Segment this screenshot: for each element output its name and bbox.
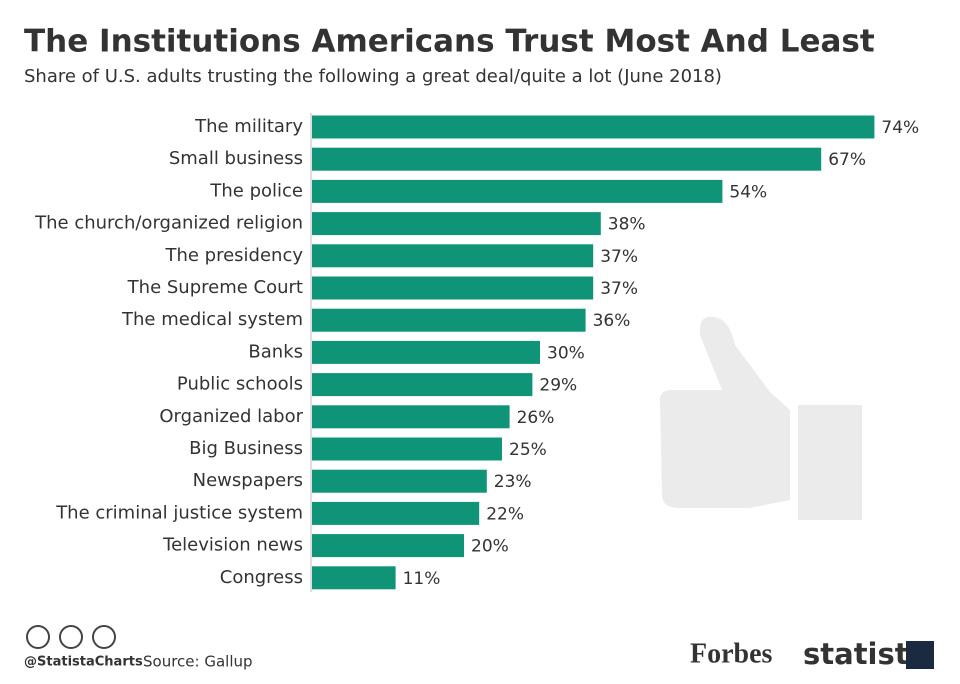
category-label: The police (209, 180, 303, 201)
category-label: The Supreme Court (127, 277, 303, 298)
statista-mark (906, 641, 934, 669)
bar (312, 405, 510, 429)
bar (312, 469, 487, 493)
value-label: 30% (547, 343, 585, 363)
value-label: 20% (471, 537, 509, 557)
bar (312, 115, 875, 139)
category-label: The presidency (164, 245, 303, 266)
bar (312, 212, 601, 236)
value-label: 38% (608, 215, 646, 235)
bar (312, 244, 594, 268)
category-label: Congress (220, 567, 303, 588)
category-label: Newspapers (193, 470, 303, 491)
value-label: 29% (539, 376, 577, 396)
bar (312, 276, 594, 300)
bar (312, 501, 480, 525)
value-label: 67% (828, 150, 866, 170)
category-label: Big Business (189, 438, 303, 459)
bar (312, 147, 822, 171)
category-label: Television news (162, 535, 303, 556)
value-label: 22% (486, 504, 524, 524)
bar (312, 437, 502, 461)
thumbs-up-icon (660, 316, 862, 520)
source: Source: Gallup (143, 653, 253, 671)
bar (312, 308, 586, 332)
cc-icons (26, 625, 116, 649)
handle: @StatistaCharts (24, 655, 143, 670)
value-label: 11% (403, 569, 441, 589)
value-label: 37% (600, 279, 638, 299)
category-label: The criminal justice system (55, 502, 303, 523)
bar (312, 373, 533, 397)
chart-subtitle: Share of U.S. adults trusting the follow… (24, 66, 722, 87)
category-label: Banks (248, 341, 303, 362)
forbes-logo: Forbes (690, 638, 773, 669)
category-label: The medical system (121, 309, 303, 330)
value-label: 23% (494, 472, 532, 492)
category-label: Small business (169, 148, 303, 169)
bar (312, 179, 723, 203)
value-label: 74% (881, 118, 919, 138)
bar (312, 534, 464, 558)
chart-title: The Institutions Americans Trust Most An… (24, 24, 875, 60)
value-label: 26% (517, 408, 555, 428)
value-label: 25% (509, 440, 547, 460)
category-label: Organized labor (159, 406, 303, 427)
category-label: Public schools (177, 374, 303, 395)
category-label: The military (194, 116, 303, 137)
value-label: 36% (593, 311, 631, 331)
value-label: 37% (600, 247, 638, 267)
bar (312, 340, 540, 364)
value-label: 54% (729, 182, 767, 202)
bar (312, 566, 396, 590)
category-label: The church/organized religion (34, 213, 303, 234)
